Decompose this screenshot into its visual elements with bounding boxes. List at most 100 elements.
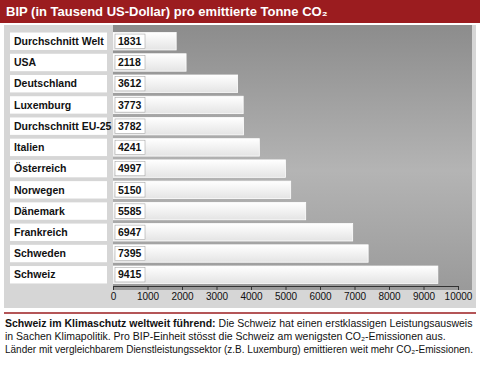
category-label: Italien [14, 141, 44, 153]
category-label-box [10, 96, 107, 113]
tick-mark [355, 286, 356, 290]
tick: 8000 [378, 286, 401, 302]
data-label: 4997 [118, 162, 142, 174]
category-label: Deutschland [14, 77, 77, 89]
title-bar [0, 0, 480, 23]
tick: 6000 [309, 286, 332, 302]
tick: 2000 [171, 286, 194, 302]
category-label: Österreich [14, 162, 67, 174]
bar [113, 160, 285, 177]
caption-rule [4, 312, 476, 314]
tick: 0 [111, 286, 117, 302]
tick-label: 5000 [275, 291, 298, 302]
category-label-box [10, 202, 107, 219]
bar [113, 54, 186, 71]
category-label: Durchschnitt EU-25 [14, 120, 112, 132]
bar [113, 139, 259, 156]
category-label: Schweiz [14, 268, 55, 280]
category-label: Durchschnitt Welt [14, 35, 104, 47]
data-label: 5150 [118, 184, 142, 196]
bar [113, 96, 243, 113]
category-label: Frankreich [14, 226, 68, 238]
category-label: Schweden [14, 247, 66, 259]
category-label-box [10, 75, 107, 92]
bar [113, 266, 438, 283]
caption-text: in Sachen Klimapolitik. Pro BIP-Einheit … [5, 330, 446, 342]
tick: 9000 [413, 286, 436, 302]
caption-heading: Schweiz im Klimaschutz weltweit führend: [5, 317, 216, 329]
data-labels: 1831 2118 3612 3773 3782 4241 4997 5150 5585 6947… [115, 34, 145, 282]
chart: BIP (in Tausend US-Dollar) pro emittiert… [0, 0, 480, 366]
caption-line: Schweiz im Klimaschutz weltweit führend:… [5, 317, 472, 329]
tick-mark [320, 286, 321, 290]
bar [113, 117, 243, 134]
data-label-box [115, 246, 145, 260]
caption-text: Länder mit vergleichbarem Dienstleistung… [5, 344, 473, 355]
data-label: 4241 [118, 141, 142, 153]
title: BIP (in Tausend US-Dollar) pro emittiert… [6, 4, 328, 19]
tick-label: 8000 [378, 291, 401, 302]
data-label: 3612 [118, 77, 142, 89]
tick-label: 4000 [240, 291, 263, 302]
tick-mark [182, 286, 183, 290]
tick-label: 9000 [413, 291, 436, 302]
bar [113, 181, 291, 198]
data-label-box [115, 268, 145, 282]
data-label: 7395 [118, 247, 142, 259]
tick-label: 10000 [445, 291, 473, 302]
data-label-box [115, 34, 145, 48]
tick-label: 2000 [171, 291, 194, 302]
data-label: 6947 [118, 226, 142, 238]
tick-mark [458, 286, 459, 290]
bar [113, 75, 238, 92]
category-label-box [10, 54, 107, 71]
bar [113, 245, 368, 262]
data-label-box [115, 161, 145, 175]
category-label: Norwegen [14, 184, 65, 196]
category-label-box [10, 160, 107, 177]
data-label-box [115, 77, 145, 91]
category-label: Dänemark [14, 205, 65, 217]
data-label-box [115, 204, 145, 218]
data-label: 3773 [118, 99, 142, 111]
plot-background [113, 25, 472, 290]
data-label: 3782 [118, 120, 142, 132]
category-labels: Durchschnitt Welt USA Deutschland Luxemburg… [10, 33, 112, 284]
tick-mark [424, 286, 425, 290]
data-label-box [115, 98, 145, 112]
tick-label: 3000 [206, 291, 229, 302]
data-label: 9415 [118, 268, 142, 280]
bars [113, 33, 438, 284]
category-label: Luxemburg [14, 99, 71, 111]
category-label-box [10, 139, 107, 156]
data-label: 5585 [118, 205, 142, 217]
data-label: 2118 [118, 56, 141, 68]
tick: 7000 [344, 286, 367, 302]
tick-mark [251, 286, 252, 290]
tick: 3000 [206, 286, 229, 302]
caption-text: Die Schweiz hat einen erstklassigen Leis… [219, 317, 473, 329]
category-label-box [10, 224, 107, 241]
bar [113, 224, 353, 241]
tick: 4000 [240, 286, 263, 302]
tick-mark [113, 286, 114, 290]
data-label-box [115, 225, 145, 239]
tick-mark [389, 286, 390, 290]
data-label: 1831 [118, 35, 142, 47]
panel-background [4, 25, 476, 308]
bar [113, 202, 306, 219]
tick: 10000 [445, 286, 473, 302]
axis-line [114, 287, 459, 291]
x-axis: 0 1000 2000 3000 4000 5000 6000 7000 8000 9000 100… [111, 286, 473, 302]
tick-mark [286, 286, 287, 290]
tick-mark [148, 286, 149, 290]
data-label-box [115, 119, 145, 133]
data-label-box [115, 55, 145, 69]
caption: Schweiz im Klimaschutz weltweit führend:… [5, 317, 473, 355]
category-label-box [10, 266, 107, 283]
tick-label: 1000 [137, 291, 160, 302]
tick: 1000 [137, 286, 160, 302]
data-label-box [115, 183, 145, 197]
category-label-box [10, 245, 107, 262]
category-label: USA [14, 56, 37, 68]
